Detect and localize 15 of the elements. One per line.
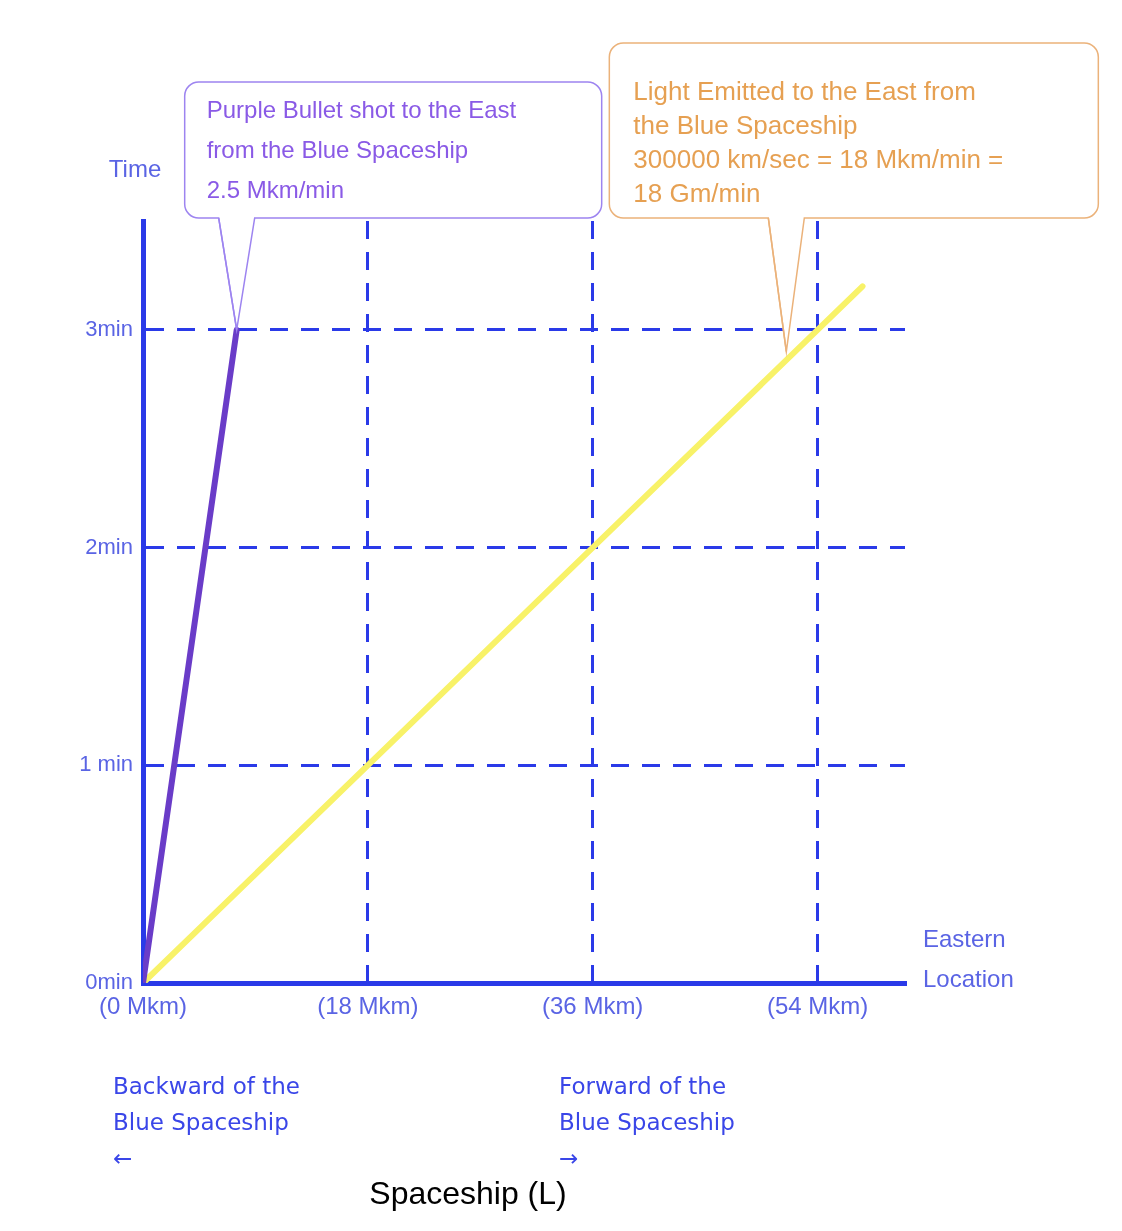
x-tick-label: (0 Mkm)	[99, 992, 187, 1020]
text: Backward of the Blue Spaceship ←	[113, 1072, 300, 1171]
text: Spaceship (L)	[369, 1174, 567, 1211]
y-tick-label: 3min	[85, 315, 133, 341]
x-tick-label: (36 Mkm)	[542, 992, 644, 1020]
y-tick-label: 0min	[85, 969, 133, 995]
x-tick-label: (18 Mkm)	[317, 992, 419, 1020]
text: Forward of the Blue Spaceship →	[559, 1072, 735, 1171]
annotation: Light Emitted to the East from the Blue Spaceship 300000 km/sec = 18 Mkm/min = 18 Gm/min	[633, 76, 1004, 209]
x-tick-label: (54 Mkm)	[766, 992, 869, 1020]
annotation: Purple Bullet shot to the East from the Blue Spaceship 2.5 Mkm/min	[206, 95, 517, 203]
y-axis-title: Time	[108, 154, 162, 182]
y-tick-label: 2min	[85, 533, 133, 559]
y-tick-label: 1 min	[79, 751, 133, 777]
x-axis-title: Eastern Location	[923, 924, 1014, 992]
